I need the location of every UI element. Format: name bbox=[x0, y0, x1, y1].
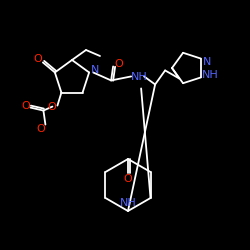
Text: O: O bbox=[21, 100, 30, 110]
Text: O: O bbox=[124, 174, 132, 184]
Text: NH: NH bbox=[120, 198, 136, 208]
Text: O: O bbox=[36, 124, 45, 134]
Text: N: N bbox=[91, 66, 99, 76]
Text: O: O bbox=[34, 54, 42, 64]
Text: NH: NH bbox=[202, 70, 218, 81]
Text: O: O bbox=[115, 60, 124, 70]
Text: NH: NH bbox=[131, 72, 148, 83]
Text: N: N bbox=[203, 56, 211, 66]
Text: O: O bbox=[47, 102, 56, 112]
